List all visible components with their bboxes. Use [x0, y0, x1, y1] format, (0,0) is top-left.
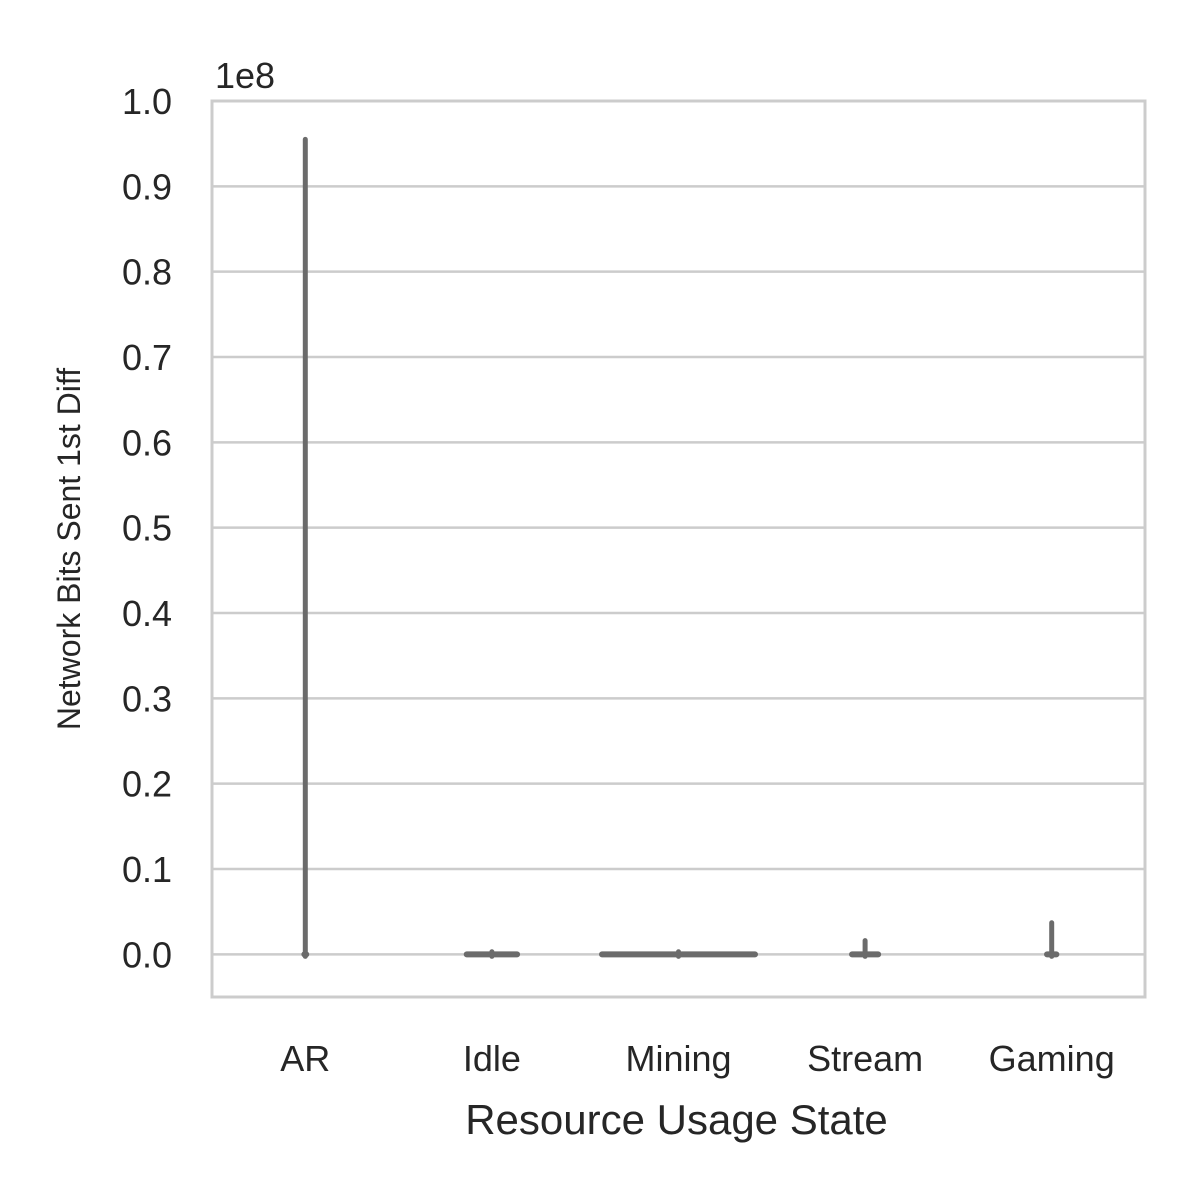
x-tick-label: Stream: [807, 1038, 923, 1079]
y-tick-label: 0.2: [122, 764, 172, 805]
y-axis-label: Network Bits Sent 1st Diff: [51, 368, 87, 730]
y-offset-label: 1e8: [215, 55, 275, 96]
violin-ar: [301, 136, 310, 959]
violin-idle: [463, 949, 521, 959]
y-tick-label: 0.5: [122, 508, 172, 549]
y-tick-label: 0.7: [122, 337, 172, 378]
plot-frame: [210, 99, 1147, 999]
x-axis-label: Resource Usage State: [465, 1096, 888, 1143]
y-tick-label: 0.9: [122, 166, 172, 207]
y-tick-label: 0.1: [122, 849, 172, 890]
grid-lines: [212, 99, 1145, 956]
x-tick-label: Idle: [463, 1038, 521, 1079]
violin-stream: [849, 938, 882, 959]
x-tick-labels: AR Idle Mining Stream Gaming: [280, 1038, 1114, 1079]
x-tick-label: Gaming: [989, 1038, 1115, 1079]
y-tick-label: 0.8: [122, 252, 172, 293]
violin-mining: [598, 949, 759, 959]
y-tick-label: 0.4: [122, 593, 172, 634]
y-tick-label: 0.0: [122, 934, 172, 975]
x-tick-label: AR: [280, 1038, 330, 1079]
y-tick-label: 0.6: [122, 422, 172, 463]
y-tick-label: 0.3: [122, 678, 172, 719]
violin-gaming: [1044, 920, 1060, 959]
violins: [301, 136, 1060, 959]
x-tick-label: Mining: [625, 1038, 731, 1079]
y-tick-labels: 0.0 0.1 0.2 0.3 0.4 0.5 0.6 0.7 0.8 0.9 1.0: [122, 81, 172, 975]
y-tick-label: 1.0: [122, 81, 172, 122]
